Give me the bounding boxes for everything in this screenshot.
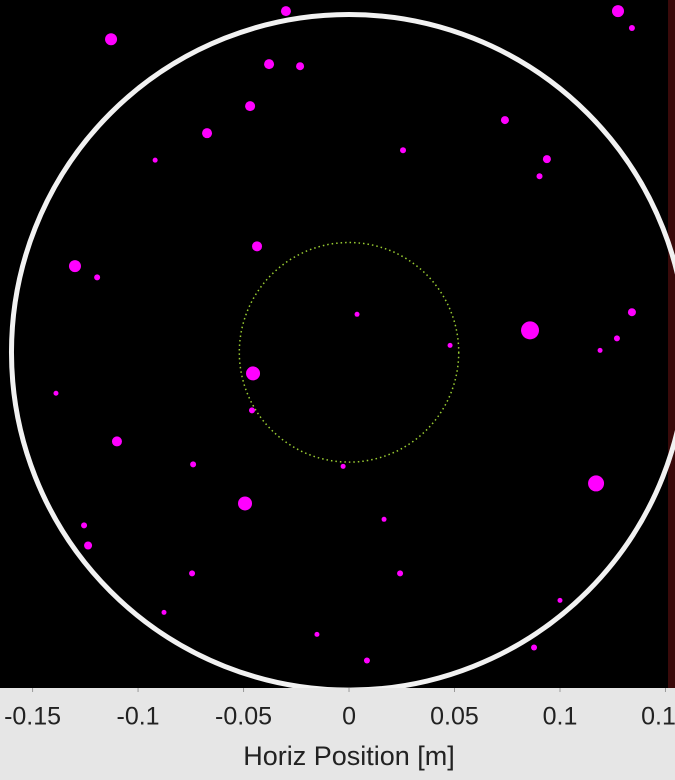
particle xyxy=(543,155,551,163)
particle xyxy=(355,312,360,317)
particle xyxy=(162,610,167,615)
particle xyxy=(281,6,291,16)
particle xyxy=(189,570,195,576)
page: Horiz Position [m] -0.15 -0.1 -0.05 0 0.05 0.… xyxy=(0,0,675,780)
edge-strip xyxy=(668,0,675,688)
x-tick-label: -0.1 xyxy=(117,703,160,731)
particle xyxy=(252,241,262,251)
particle xyxy=(190,461,196,467)
particle xyxy=(264,59,274,69)
particle xyxy=(245,101,255,111)
particle xyxy=(501,116,509,124)
particle xyxy=(400,147,406,153)
particle xyxy=(314,632,319,637)
particle xyxy=(588,475,604,491)
particle xyxy=(531,644,537,650)
particle xyxy=(397,570,403,576)
x-axis-label: Horiz Position [m] xyxy=(243,741,455,771)
particle xyxy=(84,541,92,549)
particle xyxy=(246,366,260,380)
x-tick-label: 0.05 xyxy=(430,703,479,731)
x-tick-label: 0.15 xyxy=(641,703,675,731)
particle xyxy=(448,343,453,348)
particle xyxy=(249,407,255,413)
particle xyxy=(557,598,562,603)
particle xyxy=(69,260,81,272)
particle xyxy=(81,522,87,528)
particle xyxy=(53,391,58,396)
chart: Horiz Position [m] -0.15 -0.1 -0.05 0 0.05 0.… xyxy=(0,0,675,780)
particle xyxy=(629,25,635,31)
particle xyxy=(112,436,122,446)
particle xyxy=(105,33,117,45)
particle xyxy=(537,173,543,179)
particle xyxy=(202,128,212,138)
particle xyxy=(521,321,539,339)
particle xyxy=(238,496,252,510)
particle xyxy=(598,348,603,353)
x-tick-label: -0.05 xyxy=(215,703,272,731)
particle xyxy=(341,464,346,469)
particle xyxy=(296,62,304,70)
particle xyxy=(612,5,624,17)
x-tick-label: 0 xyxy=(342,703,356,731)
particle xyxy=(614,335,620,341)
particle xyxy=(382,517,387,522)
particle xyxy=(94,274,100,280)
x-tick-label: 0.1 xyxy=(543,703,578,731)
particle xyxy=(628,308,636,316)
particle xyxy=(153,158,158,163)
particle xyxy=(364,658,370,664)
x-tick-label: -0.15 xyxy=(4,703,61,731)
background xyxy=(0,0,675,780)
